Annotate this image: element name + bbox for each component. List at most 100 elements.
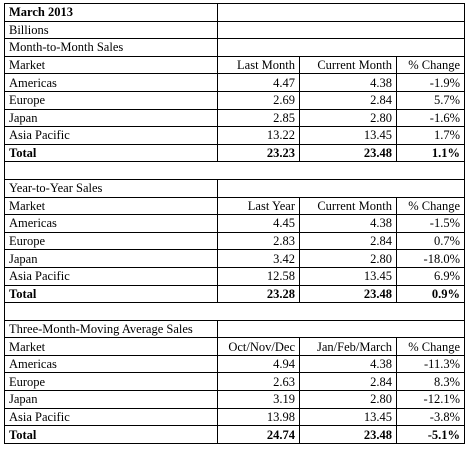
value-cell: 0.7% (396, 231, 465, 251)
value-cell: 4.38 (299, 73, 397, 92)
empty-cell (217, 319, 465, 339)
market-cell: Americas (4, 73, 218, 92)
value-cell: -18.0% (396, 249, 465, 268)
column-header: Oct/Nov/Dec (217, 337, 300, 356)
total-cell: Total (4, 425, 218, 444)
table-row: Total 23.23 23.48 1.1% (4, 143, 465, 163)
value-cell: 2.85 (217, 108, 300, 128)
column-header: % Change (396, 337, 465, 356)
table-row: Americas 4.94 4.38 -11.3% (4, 354, 465, 374)
table-body: March 2013 Billions Month-to-Month Sales Ma… (4, 3, 465, 444)
value-cell: 12.58 (217, 266, 300, 286)
table-row: Three-Month-Moving Average Sales (4, 319, 465, 339)
value-cell: 2.80 (299, 249, 397, 268)
title: March 2013 (4, 3, 218, 22)
total-cell: 1.1% (396, 143, 465, 163)
value-cell: 2.63 (217, 372, 300, 392)
total-cell: Total (4, 284, 218, 304)
table-row: Americas 4.47 4.38 -1.9% (4, 73, 465, 92)
total-cell: 23.48 (299, 425, 397, 444)
value-cell: 4.94 (217, 354, 300, 374)
empty-cell (217, 178, 465, 198)
total-cell: Total (4, 143, 218, 163)
market-cell: Europe (4, 372, 218, 392)
table-row (4, 302, 465, 321)
value-cell: 3.42 (217, 249, 300, 268)
value-cell: -3.8% (396, 407, 465, 427)
column-header: Current Month (299, 196, 397, 216)
table-row: Europe 2.83 2.84 0.7% (4, 231, 465, 251)
value-cell: 5.7% (396, 90, 465, 110)
table-row: March 2013 (4, 3, 465, 22)
value-cell: 8.3% (396, 372, 465, 392)
table-row: Market Oct/Nov/Dec Jan/Feb/March% Change (4, 337, 465, 356)
market-cell: Americas (4, 354, 218, 374)
value-cell: 13.22 (217, 126, 300, 145)
value-cell: 2.69 (217, 90, 300, 110)
market-cell: Asia Pacific (4, 266, 218, 286)
value-cell: -1.6% (396, 108, 465, 128)
table-row: Japan 3.19 2.80 -12.1% (4, 390, 465, 409)
total-cell: 23.48 (299, 284, 397, 304)
table-row: Japan 3.42 2.80 -18.0% (4, 249, 465, 268)
section-heading: Three-Month-Moving Average Sales (4, 319, 218, 339)
table-row: Asia Pacific 13.98 13.45 -3.8% (4, 407, 465, 427)
table-row: Europe 2.69 2.84 5.7% (4, 90, 465, 110)
column-header: % Change (396, 55, 465, 75)
value-cell: 4.38 (299, 354, 397, 374)
table-row: Americas 4.45 4.38 -1.5% (4, 214, 465, 233)
market-cell: Asia Pacific (4, 407, 218, 427)
market-cell: Europe (4, 231, 218, 251)
column-header: Jan/Feb/March (299, 337, 397, 356)
market-cell: Japan (4, 390, 218, 409)
value-cell: 1.7% (396, 126, 465, 145)
section-heading: Month-to-Month Sales (4, 38, 218, 57)
spacer (4, 161, 465, 180)
market-cell: Americas (4, 214, 218, 233)
table-row: Total 24.74 23.48 -5.1% (4, 425, 465, 444)
column-header: Last Year (217, 196, 300, 216)
unit: Billions (4, 20, 218, 40)
column-header: Current Month (299, 55, 397, 75)
table-row: Total 23.28 23.48 0.9% (4, 284, 465, 304)
value-cell: -1.5% (396, 214, 465, 233)
value-cell: 13.45 (299, 407, 397, 427)
table-row: Market Last Year Current Month% Change (4, 196, 465, 216)
value-cell: 2.80 (299, 108, 397, 128)
table-row: Market Last Month Current Month% Change (4, 55, 465, 75)
empty-cell (217, 20, 465, 40)
column-header: Market (4, 196, 218, 216)
table-row: Asia Pacific 13.22 13.45 1.7% (4, 126, 465, 145)
value-cell: -11.3% (396, 354, 465, 374)
table-row: Japan 2.85 2.80 -1.6% (4, 108, 465, 128)
column-header: Market (4, 55, 218, 75)
value-cell: 2.80 (299, 390, 397, 409)
spacer (4, 302, 465, 321)
value-cell: 4.45 (217, 214, 300, 233)
value-cell: 2.84 (299, 90, 397, 110)
table-row: Billions (4, 20, 465, 40)
empty-cell (217, 3, 465, 22)
market-cell: Europe (4, 90, 218, 110)
value-cell: 13.45 (299, 266, 397, 286)
value-cell: 4.38 (299, 214, 397, 233)
sales-table: March 2013 Billions Month-to-Month Sales Ma… (4, 3, 465, 444)
total-cell: 24.74 (217, 425, 300, 444)
market-cell: Japan (4, 249, 218, 268)
section-heading: Year-to-Year Sales (4, 178, 218, 198)
value-cell: 13.45 (299, 126, 397, 145)
value-cell: 4.47 (217, 73, 300, 92)
total-cell: 23.23 (217, 143, 300, 163)
value-cell: -12.1% (396, 390, 465, 409)
value-cell: 2.84 (299, 231, 397, 251)
table-row: Year-to-Year Sales (4, 178, 465, 198)
value-cell: 2.83 (217, 231, 300, 251)
market-cell: Asia Pacific (4, 126, 218, 145)
total-cell: -5.1% (396, 425, 465, 444)
value-cell: 2.84 (299, 372, 397, 392)
column-header: % Change (396, 196, 465, 216)
value-cell: 3.19 (217, 390, 300, 409)
value-cell: 13.98 (217, 407, 300, 427)
market-cell: Japan (4, 108, 218, 128)
